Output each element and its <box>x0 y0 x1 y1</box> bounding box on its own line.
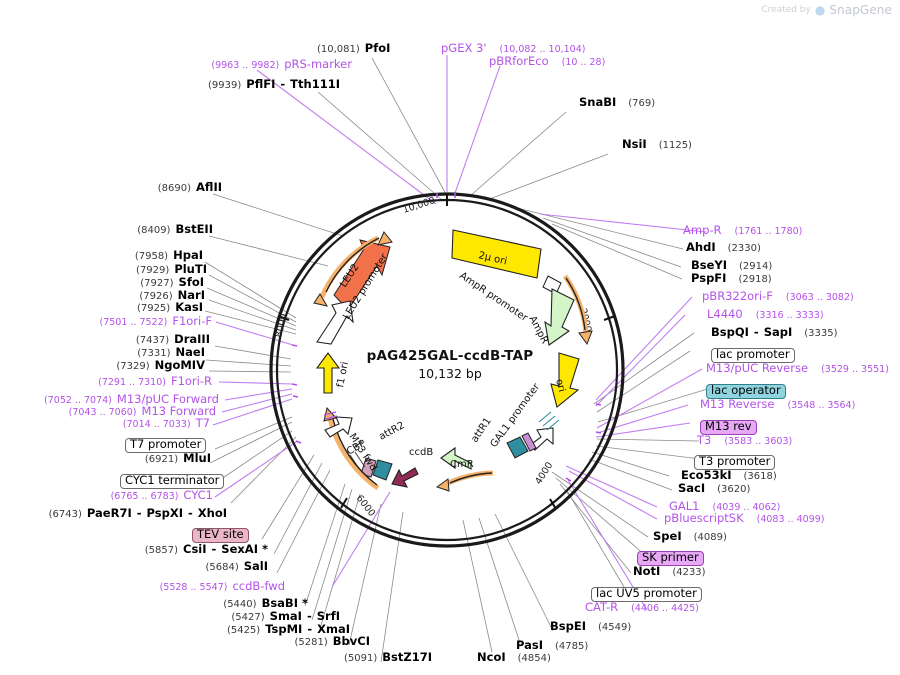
ruler-tick-8000: 8000 <box>273 313 290 339</box>
label-KasI[interactable]: (7925) KasI <box>136 300 203 314</box>
label-SacI[interactable]: SacI (3620) <box>678 481 751 495</box>
label-Eco53kI[interactable]: Eco53kI (3618) <box>681 468 777 482</box>
snapgene-logo-icon: ● <box>814 3 826 17</box>
label-SfoI[interactable]: (7927) SfoI <box>140 275 204 289</box>
label-SpeI[interactable]: SpeI (4089) <box>653 529 727 543</box>
label-lac-promoter[interactable]: lac promoter <box>711 345 795 363</box>
label-NotI[interactable]: NotI (4233) <box>633 564 706 578</box>
label-PluTI[interactable]: (7929) PluTI <box>136 262 207 276</box>
label-F1ori-R[interactable]: (7291 .. 7310) F1ori-R <box>98 374 212 388</box>
label-CAT-R[interactable]: CAT-R (4406 .. 4425) <box>585 600 699 614</box>
ruler-tick-4000: 4000 <box>533 460 555 486</box>
label-PasI[interactable]: PasI (4785) <box>516 638 589 652</box>
watermark-created-by: Created by <box>761 5 811 15</box>
svg-text:f1 ori: f1 ori <box>335 361 351 389</box>
label-T7[interactable]: (7014 .. 7033) T7 <box>122 416 210 430</box>
label-BsaBI[interactable]: (5440) BsaBI * <box>223 596 308 610</box>
plasmid-size: 10,132 bp <box>418 366 482 381</box>
label-BspQI-SapI[interactable]: BspQI - SapI (3335) <box>711 325 838 339</box>
label-M13-Forward[interactable]: (7043 .. 7060) M13 Forward <box>68 404 216 418</box>
label-BstZ17I[interactable]: (5091) BstZ17I <box>344 650 432 664</box>
label-T3-promoter[interactable]: T3 promoter <box>694 452 776 470</box>
label-NaeI[interactable]: (7331) NaeI <box>137 345 205 359</box>
label-L4440[interactable]: L4440 (3316 .. 3333) <box>707 307 824 321</box>
feature-ori: ori <box>550 352 580 408</box>
label-DraIII[interactable]: (7437) DraIII <box>135 332 210 346</box>
svg-text:ccdB: ccdB <box>409 447 433 458</box>
svg-text:ori: ori <box>553 378 567 393</box>
label-ccdB-fwd[interactable]: (5528 .. 5547) ccdB-fwd <box>159 579 285 593</box>
label-pBR322ori-F[interactable]: pBR322ori-F (3063 .. 3082) <box>702 289 854 303</box>
label-TspMI-XmaI[interactable]: (5425) TspMI - XmaI <box>226 622 350 636</box>
label-T7-promoter[interactable]: T7 promoter <box>125 435 207 453</box>
label-NgoMIV[interactable]: (7329) NgoMIV <box>116 358 205 372</box>
label-CYC1-terminator[interactable]: CYC1 terminator <box>120 471 225 489</box>
label-MluI[interactable]: (6921) MluI <box>144 451 211 465</box>
label-SK-primer[interactable]: SK primer <box>637 548 704 566</box>
label-AhdI[interactable]: AhdI (2330) <box>686 240 761 254</box>
plasmid-name: pAG425GAL-ccdB-TAP <box>366 348 534 364</box>
label-pRS-marker[interactable]: (9963 .. 9982) pRS-marker <box>211 57 352 71</box>
label-BbvCI[interactable]: (5281) BbvCI <box>294 634 370 648</box>
label-CYC1[interactable]: (6765 .. 6783) CYC1 <box>110 488 213 502</box>
feature-attR2: attR2 <box>372 420 406 481</box>
feature-2mu-ori: 2µ ori <box>451 229 542 279</box>
label-lac-operator[interactable]: lac operator <box>706 381 786 399</box>
feature-AmpR: AmpR <box>526 288 575 346</box>
svg-text:CmR: CmR <box>450 459 474 470</box>
label-PspFI[interactable]: PspFI (2918) <box>691 271 772 285</box>
label-NsiI[interactable]: NsiI (1125) <box>622 137 692 151</box>
label-PaeR7I-PspXI-XhoI[interactable]: (6743) PaeR7I - PspXI - XhoI <box>48 506 227 520</box>
feature-arrows: LEU2 LEU2 promoter 2µ ori AmpR promoter <box>313 229 593 492</box>
label-pBluescriptSK[interactable]: pBluescriptSK (4083 .. 4099) <box>664 511 825 525</box>
label-pGEX-3prime[interactable]: pGEX 3' (10,082 .. 10,104) <box>441 41 586 55</box>
backbone-site-ticks <box>291 193 602 482</box>
label-M13-Reverse[interactable]: M13 Reverse (3548 .. 3564) <box>700 397 856 411</box>
label-PfoI[interactable]: (10,081) PfoI <box>317 41 391 55</box>
svg-text:attR2: attR2 <box>377 420 406 443</box>
label-BseYI[interactable]: BseYI (2914) <box>691 258 773 272</box>
feature-f1-ori: f1 ori <box>315 352 351 394</box>
label-M13-pUC-Reverse[interactable]: M13/pUC Reverse (3529 .. 3551) <box>706 361 889 375</box>
label-AflII[interactable]: (8690) AflII <box>157 180 222 194</box>
label-pBRforEco[interactable]: pBRforEco (10 .. 28) <box>489 54 606 68</box>
watermark-brand: SnapGene <box>829 3 892 17</box>
label-CsiI-SexAI[interactable]: (5857) CsiI - SexAI * <box>144 542 268 556</box>
label-GAL1[interactable]: GAL1 (4039 .. 4062) <box>669 499 781 513</box>
feature-CmR: CmR <box>440 446 474 470</box>
label-F1ori-F[interactable]: (7501 .. 7522) F1ori-F <box>99 314 212 328</box>
label-SnaBI[interactable]: SnaBI (769) <box>579 95 656 109</box>
feature-ccdB: ccdB <box>391 447 433 488</box>
label-NarI[interactable]: (7926) NarI <box>139 288 205 302</box>
label-T3[interactable]: T3 (3583 .. 3603) <box>697 433 793 447</box>
label-NcoI[interactable]: NcoI (4854) <box>477 650 551 664</box>
label-SalI[interactable]: (5684) SalI <box>205 559 268 573</box>
label-BstEII[interactable]: (8409) BstEII <box>137 222 213 236</box>
label-PflFI-Tth111I[interactable]: (9939) PflFI - Tth111I <box>208 77 340 91</box>
label-TEV-site[interactable]: TEV site <box>192 525 249 543</box>
label-M13-rev[interactable]: M13 rev <box>700 417 757 435</box>
label-HpaI[interactable]: (7958) HpaI <box>134 248 203 262</box>
label-SmaI-SrfI[interactable]: (5427) SmaI - SrfI <box>231 609 340 623</box>
feature-AmpR-promoter-text: AmpR promoter <box>457 270 530 324</box>
label-M13-pUC-Forward[interactable]: (7052 .. 7074) M13/pUC Forward <box>44 392 219 406</box>
label-BspEI[interactable]: BspEI (4549) <box>550 619 632 633</box>
label-Amp-R[interactable]: Amp-R (1761 .. 1780) <box>683 223 803 237</box>
label-lac-UV5-promoter[interactable]: lac UV5 promoter <box>591 584 702 602</box>
snapgene-watermark: Created by ● SnapGene <box>761 3 892 17</box>
